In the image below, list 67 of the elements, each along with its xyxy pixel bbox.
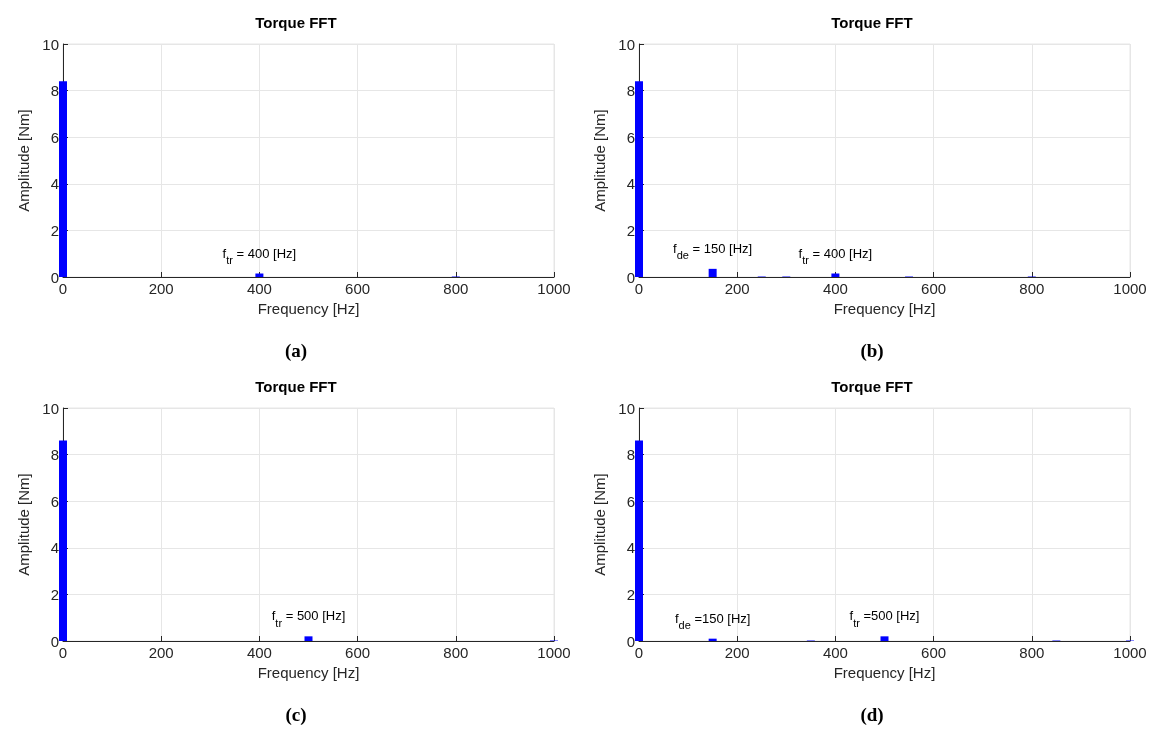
y-tick-label: 0 — [50, 632, 59, 650]
x-axis-title: Frequency [Hz] — [257, 663, 360, 681]
chart-title: Torque FFT — [255, 14, 337, 31]
y-tick-label: 8 — [626, 446, 635, 464]
bar — [304, 636, 313, 641]
y-axis-title: Amplitude [Nm] — [591, 109, 609, 212]
text: (c) — [285, 704, 307, 726]
y-axis-title: Amplitude [Nm] — [15, 109, 33, 212]
y-tick-label: 2 — [626, 221, 635, 239]
y-tick-label: 6 — [50, 492, 59, 510]
x-tick-label: 200 — [724, 280, 750, 297]
y-tick-label: 4 — [626, 175, 635, 193]
chart-title: Torque FFT — [831, 378, 913, 395]
x-tick-label: 400 — [246, 644, 272, 661]
bar — [708, 268, 717, 277]
x-tick-label: 200 — [724, 644, 750, 661]
y-tick-label: 6 — [50, 128, 59, 146]
x-axis-title: Frequency [Hz] — [833, 299, 936, 317]
y-tick-label: 10 — [42, 399, 59, 417]
y-axis-title: Amplitude [Nm] — [591, 473, 609, 576]
chart-title: Torque FFT — [255, 378, 337, 395]
chart-title: Torque FFT — [831, 14, 913, 31]
x-tick-label: 200 — [148, 644, 174, 661]
y-tick-label: 2 — [626, 585, 635, 603]
y-axis-title: Amplitude [Nm] — [15, 473, 33, 576]
y-tick-label: 6 — [626, 492, 635, 510]
text: (a) — [284, 340, 308, 362]
x-tick-label: 1000 — [537, 644, 571, 661]
bar — [635, 440, 643, 641]
bar — [880, 636, 889, 641]
x-axis-title: Frequency [Hz] — [833, 663, 936, 681]
y-tick-label: 4 — [626, 539, 635, 557]
y-tick-label: 10 — [42, 35, 59, 53]
x-tick-label: 800 — [1019, 280, 1045, 297]
x-tick-label: 600 — [345, 644, 371, 661]
x-tick-label: 1000 — [1113, 644, 1147, 661]
y-tick-label: 6 — [626, 128, 635, 146]
y-tick-label: 8 — [50, 82, 59, 100]
y-tick-label: 10 — [618, 35, 635, 53]
text: (d) — [860, 704, 884, 726]
bar — [59, 81, 67, 277]
text: (b) — [860, 340, 884, 362]
y-tick-label: 8 — [626, 82, 635, 100]
y-tick-label: 4 — [50, 175, 59, 193]
bar — [635, 81, 643, 277]
x-tick-label: 800 — [1019, 644, 1045, 661]
y-tick-label: 2 — [50, 585, 59, 603]
x-tick-label: 800 — [443, 280, 469, 297]
y-tick-label: 0 — [626, 268, 635, 286]
y-tick-label: 0 — [50, 268, 59, 286]
x-tick-label: 600 — [345, 280, 371, 297]
x-axis-title: Frequency [Hz] — [257, 299, 360, 317]
x-tick-label: 200 — [148, 280, 174, 297]
y-tick-label: 8 — [50, 446, 59, 464]
x-tick-label: 1000 — [1113, 280, 1147, 297]
y-tick-label: 2 — [50, 221, 59, 239]
x-tick-label: 1000 — [537, 280, 571, 297]
y-tick-label: 4 — [50, 539, 59, 557]
y-tick-label: 10 — [618, 399, 635, 417]
bar — [59, 440, 67, 641]
x-tick-label: 600 — [921, 644, 947, 661]
x-tick-label: 400 — [822, 280, 848, 297]
x-tick-label: 400 — [246, 280, 272, 297]
y-tick-label: 0 — [626, 632, 635, 650]
x-tick-label: 400 — [822, 644, 848, 661]
x-tick-label: 600 — [921, 280, 947, 297]
x-tick-label: 800 — [443, 644, 469, 661]
